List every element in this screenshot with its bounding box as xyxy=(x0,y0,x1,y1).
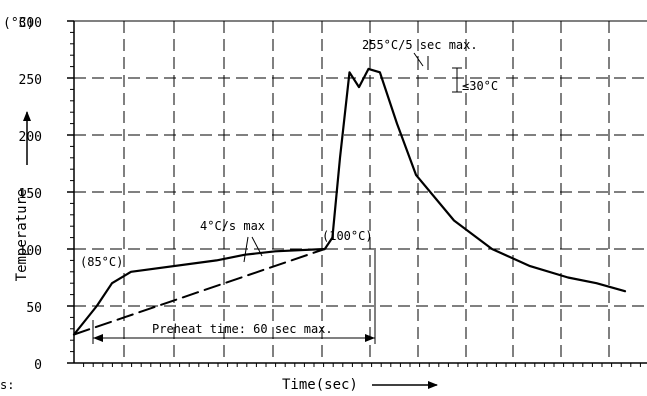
annotation-100c: (100°C) xyxy=(322,229,373,243)
y-tick-label: 50 xyxy=(26,301,42,316)
y-tick-label: 150 xyxy=(19,187,42,202)
x-axis-title-text: Time(sec) xyxy=(282,377,358,393)
series xyxy=(72,67,627,336)
y-tick-labels: 0 50 100 150 200 250 300 xyxy=(19,16,42,373)
annotation-85c: (85°C) xyxy=(80,255,123,269)
ramp-leader-1 xyxy=(243,236,249,263)
y-tick-label: 300 xyxy=(19,16,42,31)
y-unit-label: (°C) xyxy=(3,16,34,31)
footer-fragment: s: xyxy=(0,378,14,392)
annotation-preheat: Preheat time: 60 sec max. xyxy=(152,322,333,336)
annotation-peak: 255°C/5 sec max. xyxy=(362,38,478,52)
annotation-delta: ≤30°C xyxy=(462,79,498,93)
ramp-leader-2 xyxy=(251,236,263,257)
annotation-ramp: 4°C/s max xyxy=(200,219,265,233)
y-tick-label: 200 xyxy=(19,130,42,145)
y-axis-title-text: Temperature xyxy=(14,189,30,282)
y-axis-title: Temperature xyxy=(14,111,31,282)
series-ramp-dashed xyxy=(73,248,326,336)
axes xyxy=(67,20,647,367)
x-axis-title: Time(sec) xyxy=(282,377,438,393)
grid xyxy=(74,21,647,363)
delta-marker xyxy=(452,67,462,93)
y-tick-label: 0 xyxy=(34,358,42,373)
preheat-dimension xyxy=(92,248,376,344)
y-tick-label: 100 xyxy=(19,244,42,259)
y-tick-label: 250 xyxy=(19,73,42,88)
series-profile-solid xyxy=(72,67,627,336)
